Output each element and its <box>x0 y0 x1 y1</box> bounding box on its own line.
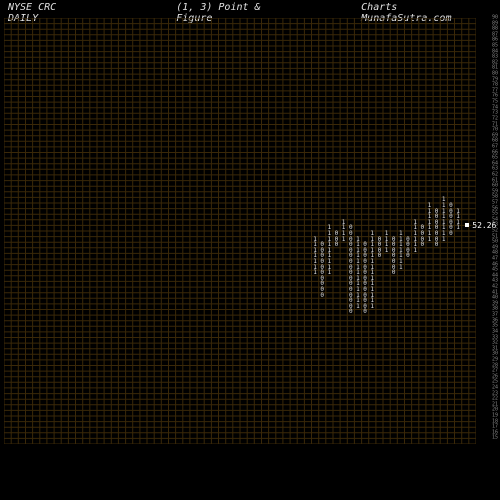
last-price-marker <box>465 223 469 227</box>
chart-grid <box>4 18 476 444</box>
chart-header: NYSE CRC DAILY (1, 3) Point & Figure Cha… <box>8 2 492 16</box>
symbol-title: NYSE CRC DAILY <box>8 2 91 16</box>
chart-area: 1111111000000000011111111100011110000000… <box>4 18 476 444</box>
chart-params: (1, 3) Point & Figure <box>176 2 301 16</box>
source-credit: Charts MunafaSutra.com <box>361 2 492 16</box>
y-axis: 9089888786858483828180797877767574737271… <box>478 18 498 444</box>
